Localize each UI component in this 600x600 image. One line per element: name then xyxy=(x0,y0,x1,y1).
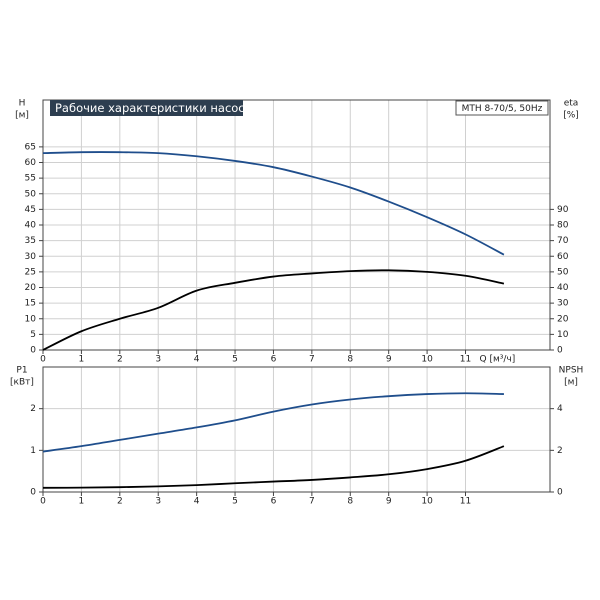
y2-axis-label: eta xyxy=(564,99,579,109)
data-line xyxy=(42,392,504,453)
y2-axis-label: [%] xyxy=(563,111,579,121)
x-tick-label: 10 xyxy=(421,497,433,507)
x-tick-label: 3 xyxy=(155,497,161,507)
plot-frame xyxy=(42,366,551,493)
y-axis-label: H xyxy=(19,99,26,109)
y2-tick-label: 4 xyxy=(557,404,563,414)
x-tick-label: 5 xyxy=(232,355,238,365)
x-tick-label: 1 xyxy=(79,355,85,365)
plot-layer: 0 1 2 3 4 5 6 7 8 9 10 1105101520253035404550556065… xyxy=(10,99,583,507)
y2-tick-label: 70 xyxy=(557,236,569,246)
data-line xyxy=(42,151,505,256)
y2-tick-label: 90 xyxy=(557,205,569,215)
y2-axis-label: [м] xyxy=(564,378,578,388)
x-tick-label: 6 xyxy=(271,497,277,507)
y-tick-label: 15 xyxy=(25,299,36,309)
y-tick-label: 5 xyxy=(30,330,36,340)
x-tick-label: 1 xyxy=(79,497,85,507)
y-tick-label: 65 xyxy=(25,142,36,152)
x-tick-label: 4 xyxy=(194,497,200,507)
x-tick-label: 9 xyxy=(386,355,392,365)
chart-title: Рабочие характеристики насоса xyxy=(55,101,252,115)
y-tick-label: 40 xyxy=(25,221,37,231)
y2-tick-label: 10 xyxy=(557,330,569,340)
y2-tick-label: 20 xyxy=(557,314,569,324)
y2-tick-label: 50 xyxy=(557,267,569,277)
y2-tick-label: 0 xyxy=(557,488,563,498)
y2-tick-label: 2 xyxy=(557,446,563,456)
x-tick-label: 10 xyxy=(421,355,433,365)
y-tick-label: 35 xyxy=(25,236,36,246)
x-tick-label: 5 xyxy=(232,497,238,507)
x-tick-label: 7 xyxy=(309,497,315,507)
y-tick-label: 10 xyxy=(25,314,37,324)
y-tick-label: 1 xyxy=(30,446,36,456)
x-tick-label: 7 xyxy=(309,355,315,365)
x-tick-label: 8 xyxy=(347,355,353,365)
title-box xyxy=(50,100,243,116)
y-tick-label: 0 xyxy=(30,346,36,356)
y-tick-label: 30 xyxy=(25,252,37,262)
y2-tick-label: 40 xyxy=(557,283,569,293)
y-tick-label: 25 xyxy=(25,267,36,277)
plot-frame xyxy=(42,99,551,351)
y2-axis-label: NPSH xyxy=(559,366,584,376)
y-tick-label: 45 xyxy=(25,205,36,215)
y2-tick-label: 30 xyxy=(557,299,569,309)
x-tick-label: 3 xyxy=(155,355,161,365)
x-tick-label: 6 xyxy=(271,355,277,365)
x-tick-label: 9 xyxy=(386,497,392,507)
y-tick-label: 2 xyxy=(30,404,36,414)
y2-tick-label: 80 xyxy=(557,221,569,231)
y-axis-label: [кВт] xyxy=(10,378,34,388)
x-tick-label: 4 xyxy=(194,355,200,365)
y2-tick-label: 60 xyxy=(557,252,569,262)
data-line xyxy=(42,269,505,351)
data-line xyxy=(42,445,505,489)
x-tick-label: 8 xyxy=(347,497,353,507)
y-tick-label: 20 xyxy=(25,283,37,293)
y-tick-label: 50 xyxy=(25,189,37,199)
x-tick-label: 0 xyxy=(40,355,46,365)
y-axis-label: P1 xyxy=(16,366,27,376)
x-tick-label: 11 xyxy=(460,497,471,507)
y-tick-label: 60 xyxy=(25,158,37,168)
x-tick-label: 2 xyxy=(117,355,123,365)
x-tick-label: 11 xyxy=(460,355,471,365)
x-tick-label: 2 xyxy=(117,497,123,507)
model-label: MTH 8-70/5, 50Hz xyxy=(462,104,543,114)
y2-tick-label: 0 xyxy=(557,346,563,356)
y-tick-label: 0 xyxy=(30,488,36,498)
model-box xyxy=(455,100,549,116)
x-axis-label: Q [м³/ч] xyxy=(480,355,516,365)
y-axis-label: [м] xyxy=(15,111,29,121)
y-tick-label: 55 xyxy=(25,174,36,184)
x-tick-label: 0 xyxy=(40,497,46,507)
